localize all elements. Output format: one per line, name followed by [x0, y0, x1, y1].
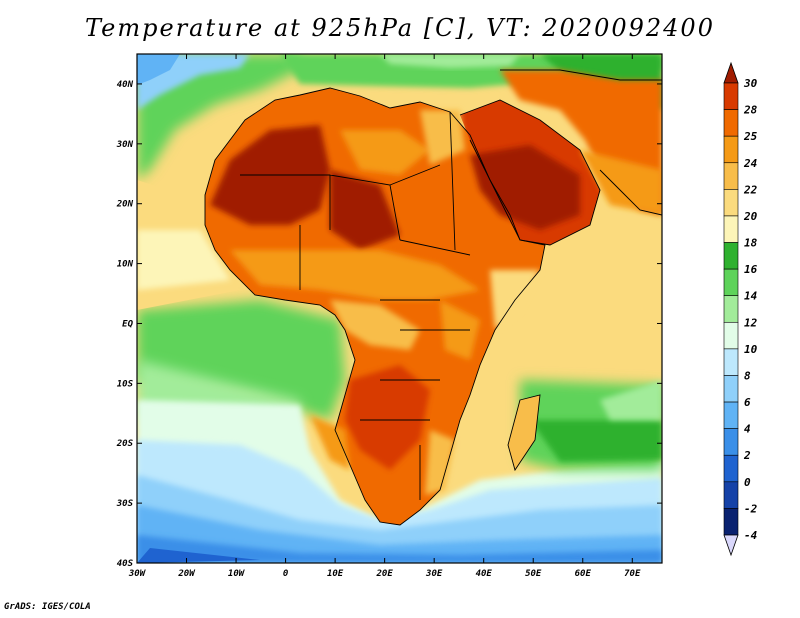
colorbar-label: 2 [743, 449, 751, 462]
colorbar-swatch [723, 454, 739, 483]
colorbar-swatch [723, 242, 739, 270]
lon-tick-label: 20E [376, 569, 394, 579]
lon-tick-label: 30W [128, 569, 147, 579]
map-frame [136, 53, 663, 564]
colorbar-swatch [723, 508, 739, 536]
colorbar-bottom-arrow [723, 534, 739, 557]
colorbar-swatch [723, 481, 739, 509]
colorbar-label: 10 [744, 343, 758, 356]
colorbar-label: 30 [743, 77, 758, 90]
lat-tick-label: 40S [117, 559, 134, 569]
coastlines [204, 69, 662, 526]
colorbar-swatch [723, 295, 739, 323]
lat-tick-label: 40N [117, 80, 134, 90]
latitude-axis: 40N 30N 20N 10N EQ 10S 20S 30S 40S [116, 80, 662, 569]
colorbar-swatch [723, 162, 739, 190]
colorbar-label: 0 [744, 476, 751, 489]
lon-tick-label: 60E [575, 569, 592, 579]
colorbar-label: 4 [744, 423, 751, 436]
colorbar-swatch [723, 189, 739, 217]
lon-tick-label: 30E [425, 569, 443, 579]
colorbar-top-arrow [723, 61, 739, 84]
colorbar-label: 12 [744, 316, 758, 329]
colorbar-label: 22 [743, 183, 758, 196]
colorbar-label: 25 [743, 130, 758, 143]
lat-tick-label: 30N [116, 140, 134, 150]
colorbar-swatch [723, 268, 739, 297]
lat-tick-label: 10S [117, 379, 134, 389]
lon-tick-label: 10W [228, 569, 246, 579]
colorbar-label: 28 [743, 104, 758, 117]
lon-tick-label: 70E [624, 569, 641, 579]
colorbar-label: 18 [744, 237, 758, 250]
lon-tick-label: 40E [476, 569, 493, 579]
colorbar-swatch [723, 135, 739, 164]
colorbar-label: 14 [744, 290, 758, 303]
colorbar-label: 20 [743, 210, 758, 223]
colorbar-label: -4 [744, 529, 758, 542]
temperature-field [137, 54, 662, 563]
colorbar-swatch [723, 401, 739, 429]
colorbar-label: 6 [744, 396, 751, 409]
lat-tick-label: 20N [116, 200, 134, 210]
credit-label: GrADS: IGES/COLA [4, 602, 91, 612]
colorbar-swatch [723, 109, 739, 137]
lat-tick-label: 10N [117, 260, 134, 270]
colorbar-swatch [723, 82, 739, 110]
colorbar-swatch [723, 321, 739, 350]
lat-tick-label: 30S [116, 499, 134, 509]
lon-tick-label: 20W [177, 569, 196, 579]
lon-tick-label: 0 [283, 569, 289, 579]
lat-tick-label: 20S [116, 439, 134, 449]
longitude-axis: 30W 20W 10W 0 10E 20E 30E 40E 50E 60E 70E [128, 54, 641, 579]
lat-tick-label: EQ [122, 319, 133, 329]
colorbar-swatch [723, 215, 739, 243]
lon-tick-label: 10E [327, 569, 344, 579]
colorbar-label: 24 [743, 157, 758, 170]
map-title: Temperature at 925hPa [C], VT: 202009240… [85, 14, 715, 42]
lon-tick-label: 50E [525, 569, 542, 579]
colorbar-swatch [723, 348, 739, 376]
colorbar-swatch [723, 375, 739, 403]
colorbar-label: 8 [744, 369, 751, 382]
colorbar-label: -2 [744, 502, 758, 515]
colorbar-label: 16 [744, 263, 758, 276]
colorbar-swatch [723, 428, 739, 456]
